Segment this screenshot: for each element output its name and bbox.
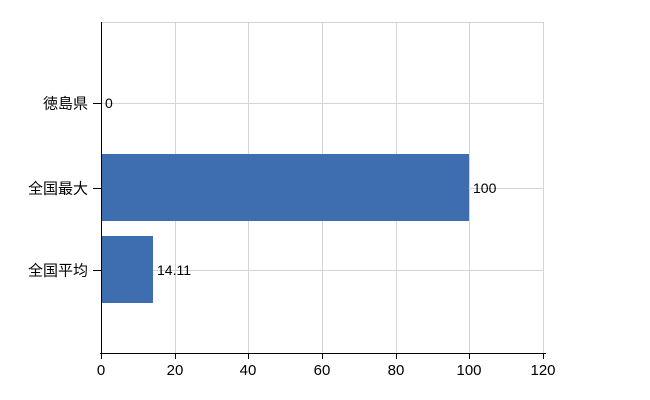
x-tick-mark: [543, 353, 544, 359]
x-tick-mark: [175, 353, 176, 359]
y-tick-mark: [93, 188, 101, 189]
bar: [101, 154, 469, 221]
x-tick-mark: [248, 353, 249, 359]
x-tick-label: 20: [166, 362, 184, 379]
y-tick-mark: [93, 270, 101, 271]
value-label: 100: [473, 180, 497, 196]
x-tick-mark: [469, 353, 470, 359]
x-tick-label: 60: [313, 362, 331, 379]
x-tick-mark: [396, 353, 397, 359]
x-tick-label: 80: [387, 362, 405, 379]
value-label: 14.11: [157, 262, 191, 278]
y-tick-mark: [93, 103, 101, 104]
category-label: 全国最大: [27, 180, 88, 198]
x-tick-label: 100: [456, 362, 482, 379]
x-tick-label: 0: [96, 362, 106, 379]
category-label: 徳島県: [42, 95, 88, 113]
y-axis: [101, 22, 102, 354]
value-label: 0: [105, 95, 113, 111]
x-tick-label: 120: [530, 362, 556, 379]
v-gridline: [543, 22, 544, 353]
category-label: 全国平均: [27, 262, 88, 280]
x-tick-label: 40: [239, 362, 257, 379]
x-tick-mark: [101, 353, 102, 359]
v-gridline: [469, 22, 470, 353]
bar: [101, 236, 153, 303]
x-axis: [100, 353, 546, 354]
x-tick-mark: [322, 353, 323, 359]
